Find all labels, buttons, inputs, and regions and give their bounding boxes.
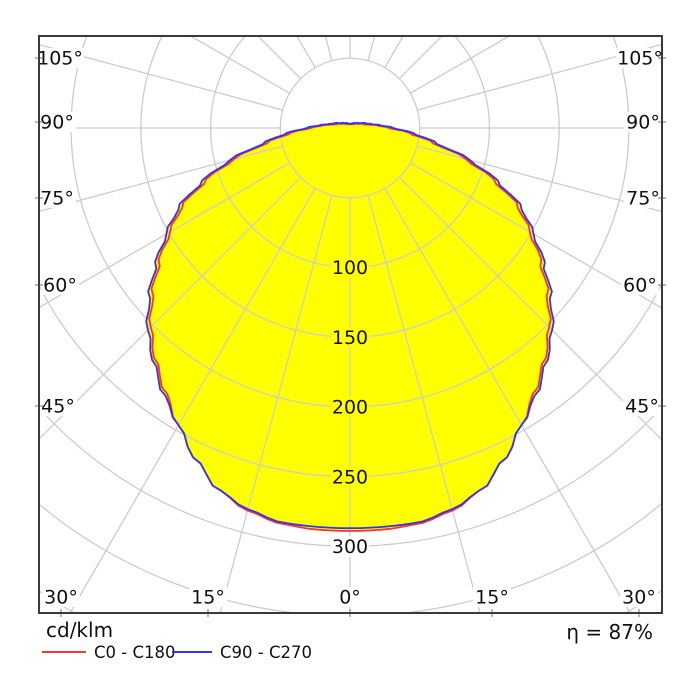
angle-label-bottom-4: 30° <box>622 587 656 609</box>
grid-spoke-60 <box>410 162 662 309</box>
angle-label-bottom-4-bg <box>620 587 658 607</box>
legend-item-c0-c180: C0 - C180 <box>42 643 176 662</box>
grid-spoke-315 <box>39 176 302 440</box>
angle-label-right-1-bg <box>624 112 662 132</box>
grid-spoke-120 <box>410 36 511 94</box>
radial-tick-200: 200 <box>332 397 368 419</box>
grid-spoke-240 <box>189 36 290 94</box>
angle-label-right-4: 45° <box>625 396 659 418</box>
angle-label-right-0-bg <box>616 48 662 68</box>
radial-tick-150-bg <box>331 327 369 348</box>
angle-label-right-2-bg <box>624 188 662 208</box>
angle-label-left-3-bg <box>41 275 79 295</box>
angle-label-right-0: 105° <box>617 48 663 70</box>
light-output-ratio-label: η = 87% <box>566 620 653 644</box>
grid-spoke-255 <box>39 43 283 111</box>
angle-label-bottom-2-bg <box>336 587 364 607</box>
angle-label-bottom-1-bg <box>189 587 227 607</box>
radial-tick-100-bg <box>331 257 369 278</box>
radial-tick-250-bg <box>331 466 369 487</box>
angle-label-bottom-3: 15° <box>475 587 509 609</box>
grid-spoke-285 <box>39 145 283 213</box>
plot-frame <box>38 35 663 614</box>
angle-label-bottom-2: 0° <box>339 587 361 609</box>
radial-tick-300-bg <box>331 536 369 557</box>
angle-label-bottom-0: 30° <box>44 587 78 609</box>
legend-item-c90-c270: C90 - C270 <box>172 643 312 662</box>
radial-tick-250: 250 <box>332 466 368 488</box>
angle-label-left-2-bg <box>39 188 76 208</box>
c90-curve-color-swatch <box>172 651 212 653</box>
radial-tick-100: 100 <box>332 257 368 279</box>
radial-tick-150: 150 <box>332 327 368 349</box>
grid-spoke-330 <box>69 188 316 613</box>
angle-label-right-2: 75° <box>626 188 660 210</box>
grid-spoke-165 <box>367 36 376 61</box>
angle-label-right-3-bg <box>621 275 659 295</box>
curve-c90-c270 <box>145 121 555 530</box>
angle-label-left-0: 105° <box>37 48 83 70</box>
radial-tick-300: 300 <box>332 536 368 558</box>
angle-label-bottom-0-bg <box>42 587 80 607</box>
radial-tick-200-bg <box>331 396 369 417</box>
angle-label-bottom-3-bg <box>473 587 511 607</box>
grid-spoke-30 <box>384 188 631 613</box>
angle-label-left-4: 45° <box>41 396 75 418</box>
angle-label-bottom-1: 15° <box>191 587 225 609</box>
angle-label-left-0-bg <box>39 48 84 68</box>
angle-label-right-1: 90° <box>626 112 660 134</box>
legend-label-c90: C90 - C270 <box>220 643 312 662</box>
grid-spoke-300 <box>39 162 290 309</box>
angle-label-right-4-bg <box>623 396 661 416</box>
c0-curve-color-swatch <box>42 651 86 653</box>
grid-spoke-15 <box>367 195 481 613</box>
grid-spoke-345 <box>219 195 333 613</box>
grid-spoke-75 <box>417 145 662 213</box>
angle-label-left-3: 60° <box>43 275 77 297</box>
curve-c0-c180 <box>148 122 552 532</box>
angle-label-left-1-bg <box>39 112 76 132</box>
angle-label-left-2: 75° <box>40 188 74 210</box>
grid-spoke-45 <box>398 176 662 441</box>
grid-spoke-105 <box>417 43 662 111</box>
radial-unit-label: cd/klm <box>46 618 114 642</box>
angle-label-right-3: 60° <box>623 275 657 297</box>
angle-label-left-1: 90° <box>40 112 74 134</box>
grid-spoke-195 <box>324 36 333 61</box>
angle-label-left-4-bg <box>39 396 77 416</box>
legend-label-c0: C0 - C180 <box>94 643 176 662</box>
